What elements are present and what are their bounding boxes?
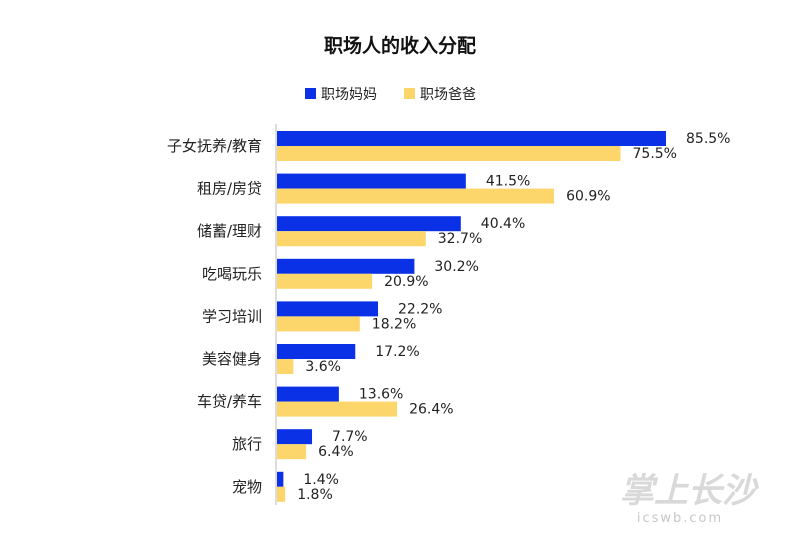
category-label: 吃喝玩乐 — [202, 265, 262, 283]
data-label: 85.5% — [686, 131, 730, 147]
data-label: 1.8% — [297, 487, 333, 503]
bar-moms — [277, 173, 466, 189]
bar-moms — [277, 216, 461, 232]
bar-dads — [277, 316, 360, 332]
data-label: 7.7% — [332, 429, 368, 445]
data-label: 26.4% — [409, 402, 453, 418]
category-label: 子女抚养/教育 — [167, 137, 262, 155]
bar-dads — [277, 231, 426, 247]
category-label: 租房/房贷 — [197, 180, 262, 198]
data-label: 32.7% — [438, 231, 482, 247]
bar-dads — [277, 188, 555, 204]
bar-dads — [277, 273, 373, 289]
watermark-url: icswb.com — [637, 511, 723, 526]
bar-moms — [277, 386, 339, 402]
bar-moms — [277, 471, 284, 487]
data-label: 75.5% — [633, 146, 677, 162]
category-label: 宠物 — [232, 478, 262, 496]
data-label: 30.2% — [434, 259, 478, 275]
watermark-logo-text: 掌上长沙 — [620, 471, 759, 511]
data-label: 22.2% — [398, 301, 442, 317]
data-label: 1.4% — [303, 472, 339, 488]
legend: 职场妈妈 职场爸爸 — [305, 87, 476, 103]
bar-moms — [277, 344, 356, 359]
legend-label-moms: 职场妈妈 — [321, 87, 377, 103]
bars-group: 子女抚养/教育 85.5% 75.5% 租房/房贷 41.5% 60.9% 储蓄/理财 40.… — [167, 131, 730, 503]
data-label: 6.4% — [318, 444, 354, 460]
bar-dads — [277, 486, 286, 502]
bar-dads — [277, 401, 398, 417]
category-label: 车贷/养车 — [197, 393, 262, 411]
bar-moms — [277, 258, 415, 274]
data-label: 41.5% — [486, 174, 530, 190]
bar-moms — [277, 131, 666, 146]
data-label: 13.6% — [359, 387, 403, 403]
data-label: 40.4% — [481, 216, 525, 232]
legend-label-dads: 职场爸爸 — [420, 87, 476, 103]
legend-swatch-moms — [305, 88, 316, 99]
data-label: 20.9% — [384, 274, 428, 290]
category-label: 美容健身 — [202, 350, 262, 368]
watermark: 掌上长沙 icswb.com — [620, 471, 759, 526]
data-label: 17.2% — [375, 344, 419, 360]
bar-dads — [277, 444, 307, 460]
data-label: 60.9% — [566, 189, 610, 205]
category-label: 储蓄/理财 — [197, 222, 262, 240]
category-label: 学习培训 — [202, 307, 262, 325]
legend-swatch-dads — [404, 88, 415, 99]
chart-title: 职场人的收入分配 — [324, 34, 476, 57]
bar-dads — [277, 359, 294, 374]
data-label: 18.2% — [372, 316, 416, 332]
category-label: 旅行 — [232, 435, 262, 453]
data-label: 3.6% — [305, 359, 341, 375]
bar-moms — [277, 301, 379, 317]
bar-dads — [277, 146, 621, 161]
bar-moms — [277, 429, 313, 445]
